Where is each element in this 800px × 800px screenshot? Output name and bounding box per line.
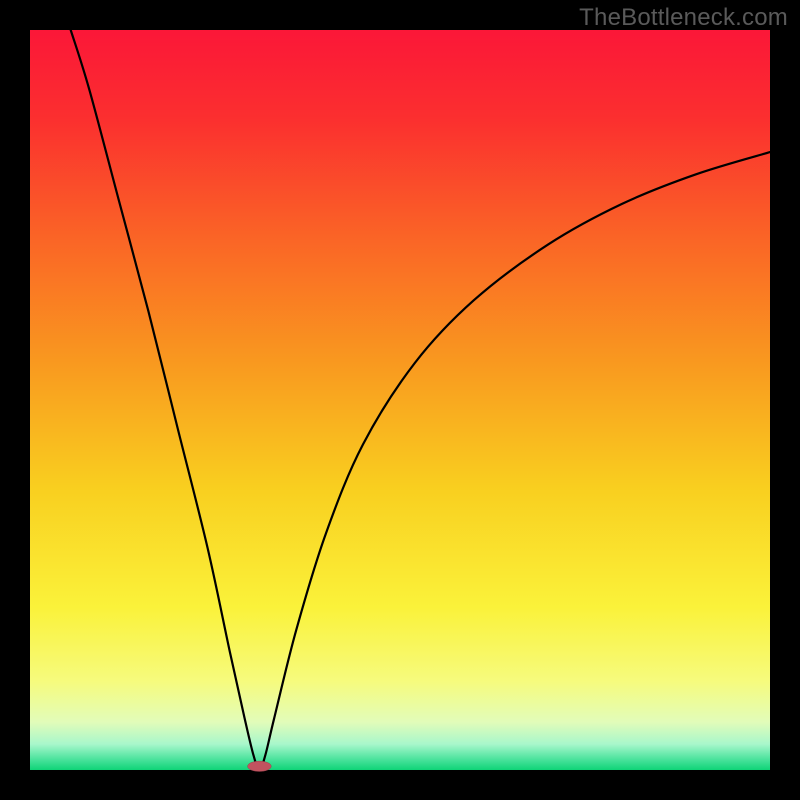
plot-background	[30, 30, 770, 770]
optimum-marker	[248, 761, 272, 771]
watermark-text: TheBottleneck.com	[579, 4, 788, 32]
bottleneck-chart	[0, 0, 800, 800]
